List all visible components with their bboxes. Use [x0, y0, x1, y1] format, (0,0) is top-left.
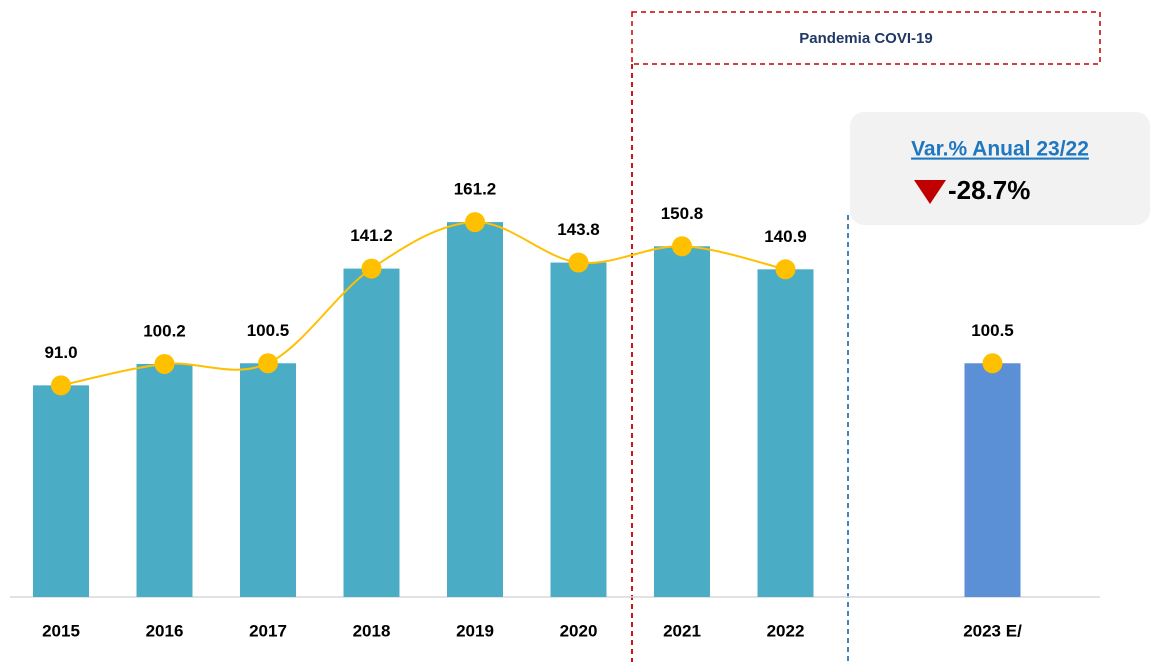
x-tick-label: 2023 E/ [963, 621, 1022, 640]
change-title: Var.% Anual 23/22 [911, 138, 1089, 161]
x-tick-label: 2016 [146, 621, 184, 640]
x-tick-label: 2020 [560, 621, 598, 640]
x-tick-label: 2017 [249, 621, 287, 640]
value-label: 140.9 [764, 227, 807, 246]
point [672, 236, 692, 257]
x-tick-label: 2019 [456, 621, 494, 640]
value-label: 100.5 [971, 321, 1014, 340]
value-label: 161.2 [454, 180, 497, 199]
point [51, 375, 71, 396]
value-label: 141.2 [350, 226, 393, 245]
value-label: 143.8 [557, 220, 600, 239]
change-value: -28.7% [948, 175, 1030, 205]
pandemic-box [631, 11, 1101, 65]
value-label: 100.2 [143, 321, 186, 340]
down-triangle [914, 180, 946, 204]
x-tick-label: 2021 [663, 621, 701, 640]
point [982, 353, 1003, 374]
bar [136, 363, 193, 597]
point [775, 259, 796, 280]
pandemic-label: Pandemia COVI-19 [799, 30, 932, 47]
bar [447, 222, 503, 598]
point [568, 252, 589, 273]
value-label: 100.5 [247, 321, 290, 340]
trend-line [60, 221, 786, 387]
x-tick-label: 2018 [353, 621, 391, 640]
bar [343, 268, 400, 597]
bar [654, 246, 710, 597]
x-tick-label: 2015 [42, 621, 80, 640]
point [154, 353, 175, 374]
bar [964, 363, 1021, 597]
value-label: 150.8 [661, 204, 704, 223]
bar [240, 363, 296, 597]
x-tick-label: 2022 [767, 621, 805, 640]
point [258, 353, 278, 374]
value-label: 91.0 [44, 343, 77, 362]
bar [33, 385, 89, 597]
bar [550, 262, 607, 597]
point [361, 258, 382, 279]
point [465, 212, 485, 233]
bar [757, 269, 814, 597]
change-box [850, 112, 1150, 225]
